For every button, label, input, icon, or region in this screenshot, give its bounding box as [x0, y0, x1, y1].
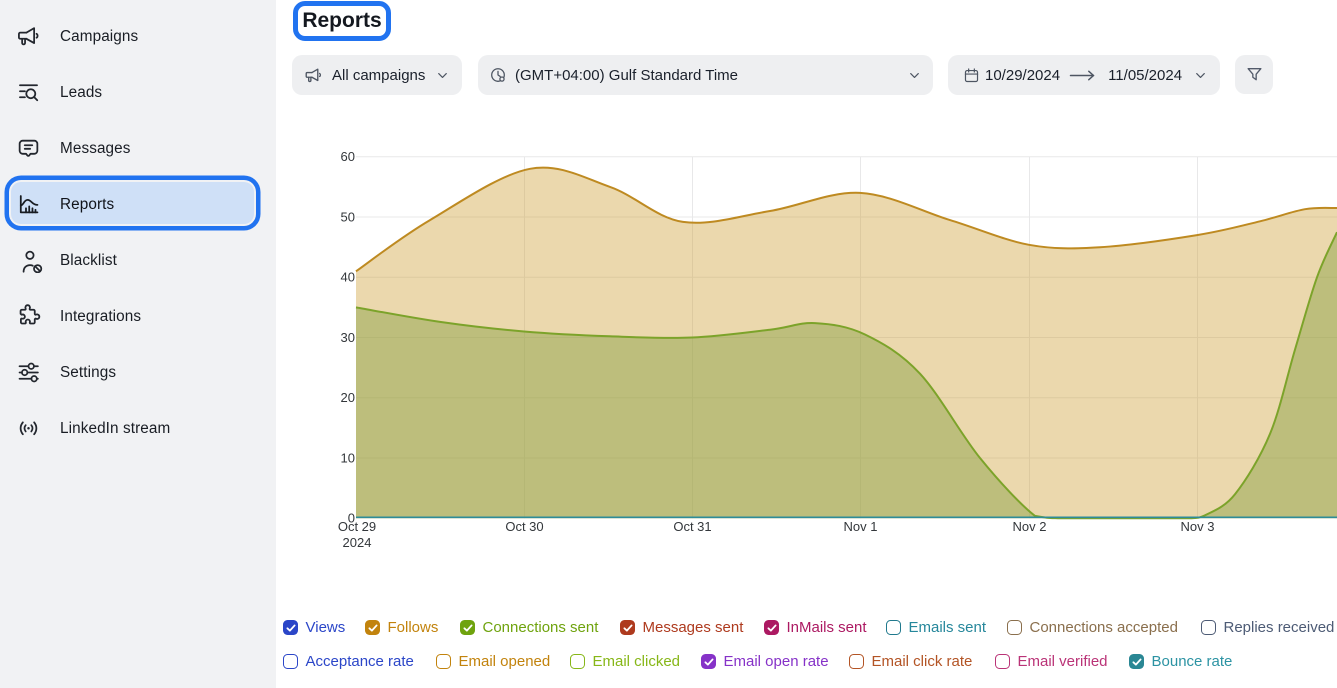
svg-text:2024: 2024 [343, 535, 372, 550]
svg-text:10: 10 [341, 450, 355, 465]
svg-text:60: 60 [341, 149, 355, 164]
svg-text:0: 0 [348, 511, 355, 526]
svg-text:Nov 1: Nov 1 [844, 519, 878, 534]
svg-text:Nov 3: Nov 3 [1181, 519, 1215, 534]
svg-text:50: 50 [341, 209, 355, 224]
svg-text:Oct 31: Oct 31 [673, 519, 711, 534]
svg-text:Oct 30: Oct 30 [505, 519, 543, 534]
svg-text:40: 40 [341, 270, 355, 285]
svg-text:20: 20 [341, 390, 355, 405]
svg-text:Oct 29: Oct 29 [338, 519, 376, 534]
svg-text:Nov 2: Nov 2 [1013, 519, 1047, 534]
svg-text:30: 30 [341, 330, 355, 345]
